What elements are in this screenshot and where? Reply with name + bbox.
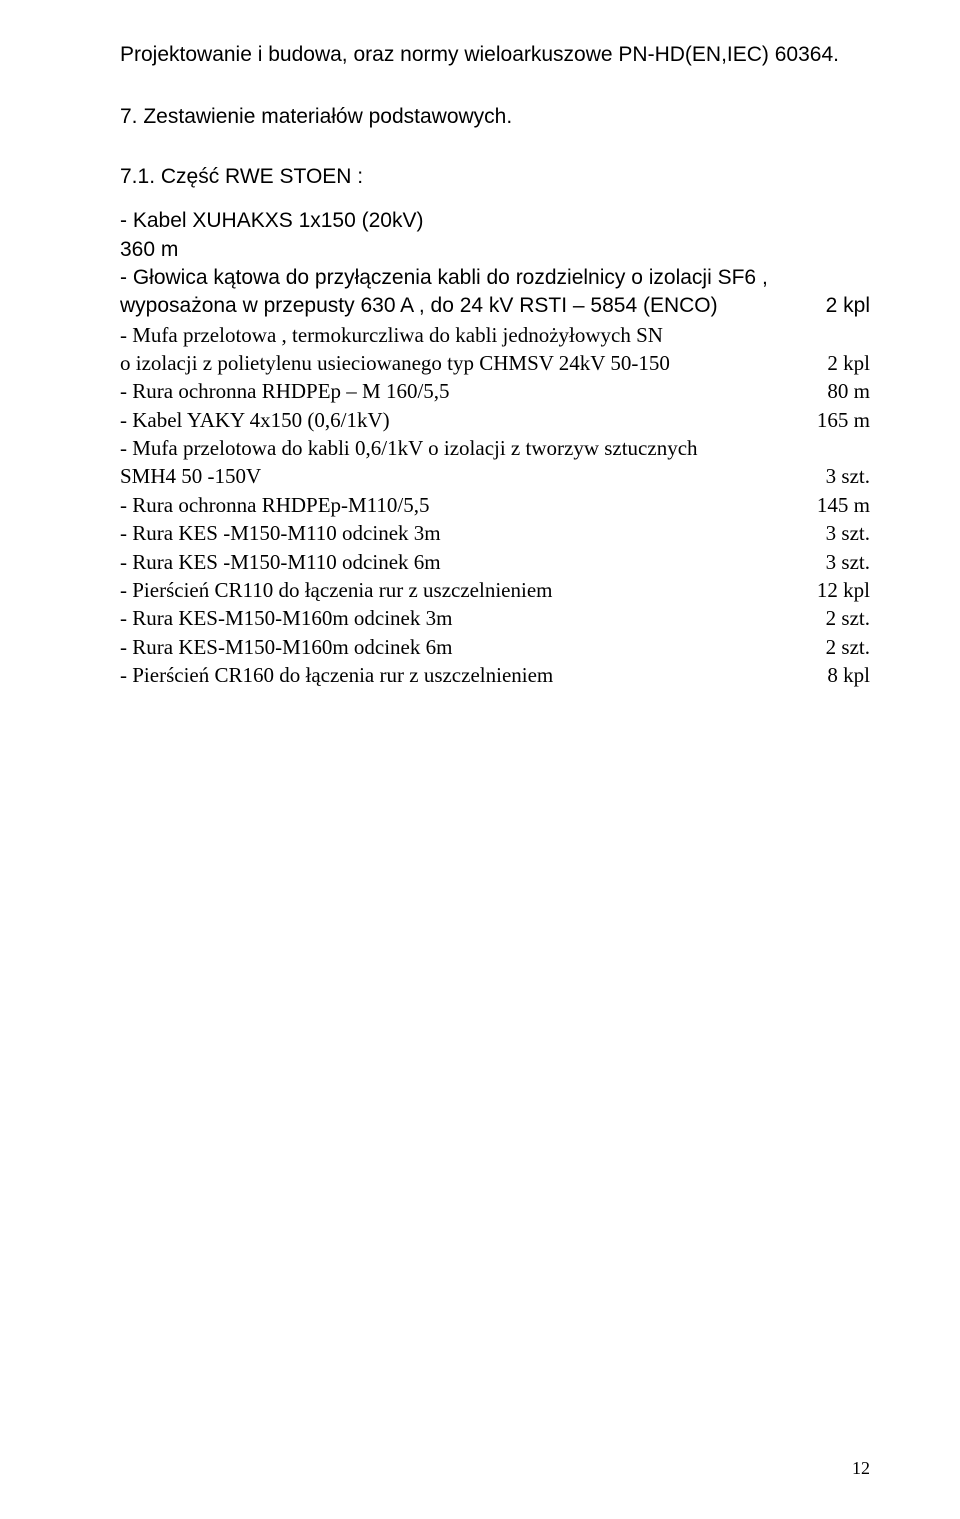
list-line: - Głowica kątowa do przyłączenia kabli d… — [120, 264, 870, 292]
list-row-value: 3 szt. — [790, 548, 870, 576]
list-row-label: o izolacji z polietylenu usieciowanego t… — [120, 349, 790, 377]
list-row-label: - Rura KES-M150-M160m odcinek 3m — [120, 604, 790, 632]
list-row: - Kabel YAKY 4x150 (0,6/1kV)165 m — [120, 406, 870, 434]
list-row-label: - Rura KES -M150-M110 odcinek 6m — [120, 548, 790, 576]
list-row-value: 3 szt. — [790, 462, 870, 490]
list-row: SMH4 50 -150V3 szt. — [120, 462, 870, 490]
list-row-label: wyposażona w przepusty 630 A , do 24 kV … — [120, 292, 790, 320]
list-row-value: 3 szt. — [790, 519, 870, 547]
list-row: wyposażona w przepusty 630 A , do 24 kV … — [120, 292, 870, 320]
list-row: - Rura ochronna RHDPEp-M110/5,5145 m — [120, 491, 870, 519]
list-row: - Pierścień CR160 do łączenia rur z uszc… — [120, 661, 870, 689]
materials-list: - Kabel XUHAKXS 1x150 (20kV)360 m- Głowi… — [120, 207, 870, 689]
list-row-label: - Rura KES-M150-M160m odcinek 6m — [120, 633, 790, 661]
list-row-label: - Pierścień CR160 do łączenia rur z uszc… — [120, 661, 790, 689]
list-row-value: 2 szt. — [790, 604, 870, 632]
list-row: - Rura KES -M150-M110 odcinek 6m3 szt. — [120, 548, 870, 576]
list-row-label: SMH4 50 -150V — [120, 462, 790, 490]
list-row-value: 2 kpl — [790, 349, 870, 377]
list-line: 360 m — [120, 236, 870, 264]
list-line: - Mufa przelotowa , termokurczliwa do ka… — [120, 321, 870, 349]
list-row: - Rura KES-M150-M160m odcinek 3m2 szt. — [120, 604, 870, 632]
list-row: - Rura KES -M150-M110 odcinek 3m3 szt. — [120, 519, 870, 547]
subsection-heading: 7.1. Część RWE STOEN : — [120, 165, 870, 189]
list-row-value: 8 kpl — [790, 661, 870, 689]
section-heading: 7. Zestawienie materiałów podstawowych. — [120, 105, 870, 129]
list-row-value: 145 m — [790, 491, 870, 519]
list-line: - Kabel XUHAKXS 1x150 (20kV) — [120, 207, 870, 235]
list-line: - Mufa przelotowa do kabli 0,6/1kV o izo… — [120, 434, 870, 462]
list-row: - Rura ochronna RHDPEp – M 160/5,580 m — [120, 377, 870, 405]
list-row-label: - Kabel YAKY 4x150 (0,6/1kV) — [120, 406, 790, 434]
list-row-value: 80 m — [790, 377, 870, 405]
list-row-label: - Pierścień CR110 do łączenia rur z uszc… — [120, 576, 790, 604]
list-row-value: 2 kpl — [790, 292, 870, 320]
list-row: - Rura KES-M150-M160m odcinek 6m2 szt. — [120, 633, 870, 661]
list-row-value: 12 kpl — [790, 576, 870, 604]
list-row-label: - Rura KES -M150-M110 odcinek 3m — [120, 519, 790, 547]
intro-paragraph: Projektowanie i budowa, oraz normy wielo… — [120, 40, 870, 69]
list-row: - Pierścień CR110 do łączenia rur z uszc… — [120, 576, 870, 604]
page-number: 12 — [852, 1458, 870, 1479]
list-row-value: 2 szt. — [790, 633, 870, 661]
list-row: o izolacji z polietylenu usieciowanego t… — [120, 349, 870, 377]
list-row-value: 165 m — [790, 406, 870, 434]
list-row-label: - Rura ochronna RHDPEp – M 160/5,5 — [120, 377, 790, 405]
list-row-label: - Rura ochronna RHDPEp-M110/5,5 — [120, 491, 790, 519]
